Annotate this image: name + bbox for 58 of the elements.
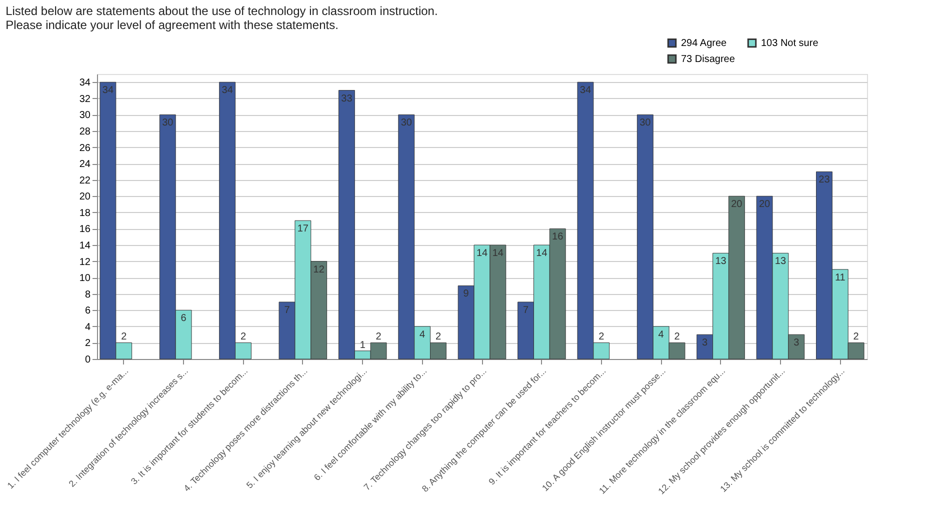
data-label: 3: [794, 338, 800, 349]
data-label: 13: [774, 256, 786, 268]
data-label: 6: [180, 313, 187, 324]
y-tick-label: 28: [79, 126, 91, 138]
data-label: 2: [376, 332, 382, 343]
data-label: 11: [834, 272, 846, 284]
y-tick-label: 18: [79, 208, 91, 219]
data-label: 14: [492, 248, 504, 259]
data-label: 17: [297, 224, 309, 235]
data-label: 34: [102, 85, 114, 96]
y-tick-label: 34: [79, 78, 91, 89]
data-label: 7: [284, 305, 290, 316]
data-label: 14: [536, 248, 548, 259]
text: Listed below are statements about the use of technology in classroom instruction.: [6, 4, 438, 18]
data-label: 30: [640, 118, 652, 129]
data-label: 7: [522, 305, 529, 316]
y-tick-label: 14: [79, 240, 91, 252]
data-label: 1: [360, 340, 366, 351]
data-label: 2: [598, 332, 605, 343]
data-label: 2: [435, 332, 442, 343]
text: Please indicate your level of agreement with these statements.: [6, 18, 338, 32]
data-label: 9: [463, 288, 470, 300]
y-tick-label: 22: [79, 175, 91, 186]
data-label: 12: [313, 264, 325, 276]
data-label: 30: [400, 118, 412, 129]
y-tick-label: 26: [79, 142, 91, 154]
data-label: 2: [240, 332, 246, 343]
data-label: 3: [702, 338, 708, 349]
data-label: 34: [222, 85, 234, 96]
y-tick-label: 16: [79, 224, 91, 236]
data-label: 30: [162, 118, 174, 129]
legend-label: 294 Agree: [681, 38, 728, 50]
y-tick-label: 8: [84, 289, 91, 300]
data-label: 33: [341, 93, 353, 104]
data-label: 20: [731, 199, 743, 210]
data-label: 13: [715, 256, 727, 268]
y-tick-label: 30: [79, 110, 91, 122]
y-tick-label: 4: [84, 322, 91, 333]
y-tick-label: 12: [79, 256, 91, 268]
data-label: 2: [853, 332, 860, 343]
data-label: 34: [580, 85, 592, 96]
y-tick-label: 20: [79, 192, 91, 203]
y-tick-label: 6: [84, 306, 91, 317]
data-label: 23: [818, 174, 830, 186]
legend-label: 73 Disagree: [681, 54, 736, 65]
data-label: 2: [121, 332, 128, 343]
y-tick-label: 0: [84, 354, 91, 366]
legend-label: 103 Not sure: [761, 38, 819, 50]
y-tick-label: 24: [79, 159, 91, 170]
data-label: 14: [476, 248, 488, 259]
data-label: 4: [658, 329, 664, 340]
y-tick-label: 2: [84, 338, 91, 350]
y-tick-label: 32: [79, 94, 91, 105]
data-label: 20: [758, 199, 771, 210]
data-label: 4: [420, 329, 426, 340]
data-label: 16: [552, 232, 564, 243]
data-label: 2: [674, 332, 680, 343]
y-tick-label: 10: [79, 273, 91, 284]
